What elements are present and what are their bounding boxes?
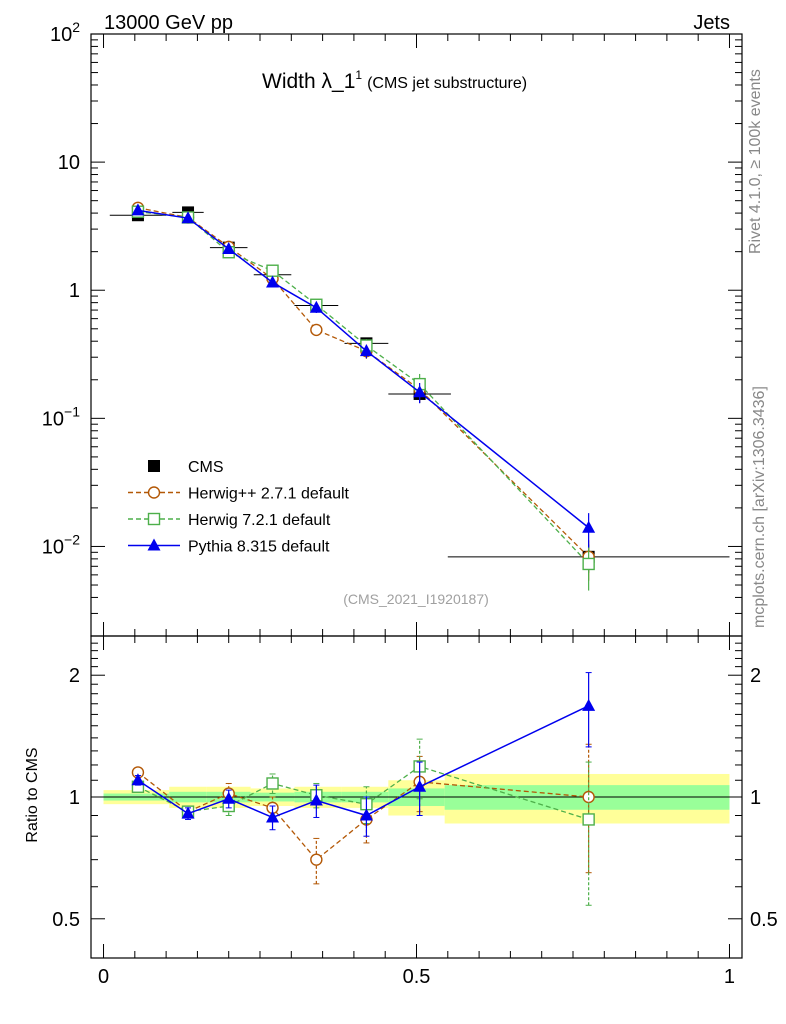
ratio-point	[582, 813, 595, 826]
mcplots-label: mcplots.cern.ch [arXiv:1306.3436]	[751, 386, 768, 628]
ratio-point	[413, 779, 427, 792]
series-line	[137, 207, 590, 558]
x-tick-label: 0.5	[403, 966, 431, 988]
legend-label: Pythia 8.315 default	[188, 539, 330, 556]
header-right: Jets	[693, 12, 730, 34]
legend-item: Pythia 8.315 default	[128, 538, 330, 556]
data-point	[181, 211, 195, 224]
ratio-point	[359, 808, 373, 821]
ratio-ylabel: Ratio to CMS	[24, 747, 41, 842]
analysis-watermark: (CMS_2021_I1920187)	[343, 591, 489, 607]
x-tick-label: 1	[724, 966, 735, 988]
main-y-tick-label: 10−1	[42, 403, 80, 430]
data-point	[222, 241, 236, 254]
data-point	[359, 344, 373, 357]
ratio-line	[137, 765, 589, 821]
legend-label: CMS	[188, 459, 224, 476]
ratio-y-tick-label-right: 1	[750, 787, 761, 809]
legend-label: Herwig++ 2.7.1 default	[188, 486, 350, 503]
ratio-y-tick-label-right: 2	[750, 665, 761, 687]
data-point	[582, 557, 595, 571]
chart-title: Width λ_11 (CMS jet substructure)	[262, 68, 527, 93]
axis-ticks	[91, 33, 742, 959]
tick-base: 10	[50, 24, 72, 46]
legend-item: CMS	[148, 459, 224, 476]
ratio-line	[137, 705, 589, 819]
ratio-point	[309, 793, 323, 806]
main-y-tick-label: 1	[69, 280, 80, 302]
ratio-point	[181, 806, 195, 819]
tick-base: 10	[42, 408, 64, 430]
data-point	[131, 203, 145, 216]
ratio-point	[131, 773, 145, 786]
main-y-tick-label: 10	[58, 152, 80, 174]
main-series	[109, 201, 730, 591]
tick-base: 10	[58, 152, 80, 174]
tick-exponent: −1	[64, 403, 80, 419]
rivet-label: Rivet 4.1.0, ≥ 100k events	[747, 69, 764, 254]
ratio-y-tick-label-left: 2	[69, 665, 80, 687]
legend-marker	[147, 538, 161, 551]
legend-marker	[148, 460, 160, 472]
tick-exponent: 2	[72, 19, 80, 35]
ratio-y-tick-label-left: 0.5	[52, 909, 80, 931]
x-tick-label: 0	[98, 966, 109, 988]
data-point	[309, 300, 323, 313]
ratio-series	[131, 672, 596, 906]
tick-base: 10	[42, 536, 64, 558]
ratio-point	[266, 777, 279, 790]
series-line	[137, 209, 590, 529]
data-point	[266, 264, 279, 277]
main-y-tick-label: 10−2	[42, 531, 80, 558]
ratio-point	[222, 791, 236, 804]
header-left: 13000 GeV pp	[104, 12, 233, 34]
ratio-point	[582, 698, 596, 711]
series-herwig-7-2-1-default	[131, 205, 595, 591]
legend: CMS Herwig++ 2.7.1 default Herwig 7.2.1 de…	[128, 459, 350, 556]
legend-marker	[147, 512, 161, 526]
ratio-point	[310, 853, 323, 866]
data-point	[413, 385, 427, 398]
series-pythia-8-315-default	[131, 203, 596, 548]
main-y-tick-label: 102	[50, 19, 80, 46]
ratio-point	[266, 810, 280, 823]
ratio-y-tick-label-left: 1	[69, 787, 80, 809]
tick-exponent: −2	[64, 531, 80, 547]
legend-label: Herwig 7.2.1 default	[188, 512, 331, 529]
ratio-y-tick-label-right: 0.5	[750, 909, 778, 931]
legend-item: Herwig 7.2.1 default	[128, 512, 331, 529]
ratio-line	[137, 771, 589, 861]
legend-marker	[147, 486, 161, 499]
data-point	[266, 275, 280, 288]
data-point	[582, 520, 596, 533]
data-point	[310, 323, 323, 337]
tick-base: 1	[69, 280, 80, 302]
legend-item: Herwig++ 2.7.1 default	[128, 486, 350, 503]
ratio-series-pythia-8-315-default	[131, 672, 596, 837]
